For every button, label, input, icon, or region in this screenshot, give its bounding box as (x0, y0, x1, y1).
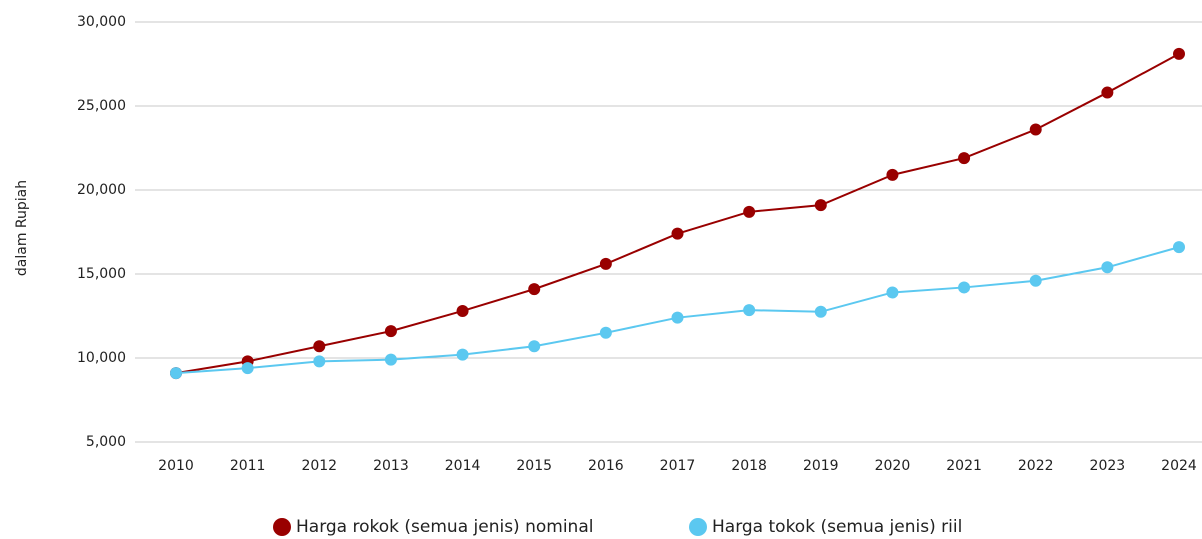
y-tick-label: 5,000 (86, 434, 126, 450)
y-tick-label: 20,000 (77, 182, 126, 198)
x-tick-label: 2013 (373, 458, 409, 474)
data-point (384, 353, 397, 366)
data-point (456, 348, 469, 361)
data-point (671, 227, 684, 240)
data-point (743, 304, 756, 317)
data-point (1029, 123, 1042, 136)
data-point (456, 304, 469, 317)
y-tick-label: 10,000 (77, 350, 126, 366)
x-tick-label: 2011 (230, 458, 266, 474)
data-point (599, 326, 612, 339)
data-point (241, 362, 254, 375)
legend-label: Harga rokok (semua jenis) nominal (296, 517, 593, 537)
legend-swatch (689, 518, 707, 536)
data-point (886, 168, 899, 181)
data-point (313, 355, 326, 368)
x-tick-label: 2010 (158, 458, 194, 474)
data-point (1173, 241, 1185, 254)
data-point (384, 325, 397, 338)
x-tick-label: 2016 (588, 458, 624, 474)
y-tick-label: 30,000 (77, 14, 126, 30)
y-axis-label: dalam Rupiah (14, 180, 30, 276)
x-tick-label: 2015 (516, 458, 552, 474)
data-point (599, 257, 612, 270)
y-tick-label: 25,000 (77, 98, 126, 114)
data-point (313, 340, 326, 353)
x-tick-label: 2022 (1018, 458, 1054, 474)
x-tick-label: 2017 (660, 458, 696, 474)
data-point (528, 340, 541, 353)
data-point (1173, 47, 1185, 60)
x-tick-label: 2024 (1161, 458, 1197, 474)
data-point (814, 199, 827, 212)
data-point (958, 152, 971, 165)
data-point (743, 205, 756, 218)
x-tick-label: 2021 (946, 458, 982, 474)
x-tick-label: 2014 (445, 458, 481, 474)
x-tick-label: 2012 (301, 458, 337, 474)
series-line (175, 53, 1180, 375)
data-point (671, 311, 684, 324)
data-point (528, 283, 541, 296)
data-point (170, 367, 182, 380)
legend-swatch (273, 518, 291, 536)
data-point (958, 281, 971, 294)
data-point (814, 305, 827, 318)
x-tick-label: 2023 (1090, 458, 1126, 474)
data-point (1101, 261, 1114, 274)
series-line (175, 246, 1180, 375)
legend-label: Harga tokok (semua jenis) riil (712, 517, 962, 537)
data-point (1029, 274, 1042, 287)
data-point (1101, 86, 1114, 99)
x-tick-label: 2020 (875, 458, 911, 474)
y-tick-label: 15,000 (77, 266, 126, 282)
x-tick-label: 2018 (731, 458, 767, 474)
x-tick-label: 2019 (803, 458, 839, 474)
data-point (886, 286, 899, 299)
